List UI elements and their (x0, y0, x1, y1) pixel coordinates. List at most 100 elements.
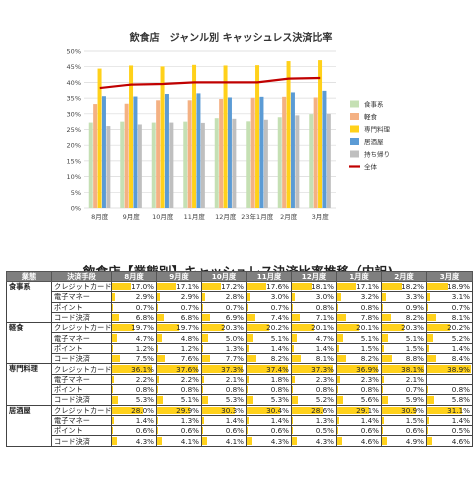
value-cell: 1.4% (426, 342, 473, 355)
value-cell: 0.5% (426, 425, 473, 437)
value-text: 37.3% (311, 364, 334, 374)
data-bar (112, 344, 114, 353)
value-text: 5.3% (270, 395, 289, 405)
bar-食事系 (214, 118, 219, 208)
data-bar (157, 334, 163, 342)
bar-軽食 (313, 97, 318, 208)
data-bar (157, 406, 190, 414)
bar-居酒屋 (164, 94, 169, 208)
value-text: 28.6% (311, 405, 334, 415)
value-cell: 5.1% (336, 332, 382, 344)
value-cell: 2.9% (111, 291, 157, 303)
table-row: 専門料理 クレジットカード 36.1% 37.6% 37.3% 37.4% 37.3% 36.… (6, 363, 473, 406)
value-cell: 19.7% (111, 322, 157, 334)
data-bar (382, 344, 384, 353)
bar-専門料理 (286, 61, 291, 208)
value-text: 17.1% (356, 282, 379, 292)
value-text: 31.1% (447, 405, 470, 415)
column-header: 12月度 (291, 271, 337, 282)
value-text: 8.4% (451, 354, 470, 364)
data-bar (382, 313, 392, 322)
value-cell: 8.2% (336, 353, 382, 365)
value-cell: 6.9% (201, 311, 247, 324)
data-bar (292, 427, 293, 435)
data-bar (157, 355, 166, 363)
table-row: ポイント 0.8% 0.8% 0.8% 0.8% 0.8% 0.8% 0.7% 0.8% (7, 383, 473, 396)
method-label: 電子マネー (51, 291, 112, 303)
value-text: 38.1% (401, 364, 424, 374)
line-全体 (99, 76, 321, 90)
value-cell: 1.4% (336, 414, 382, 427)
value-text: 0.5% (315, 426, 334, 436)
data-bar (427, 355, 437, 363)
value-cell: 17.1% (156, 280, 202, 293)
data-bar (292, 406, 324, 414)
data-bar (382, 406, 416, 414)
value-cell: 20.1% (336, 322, 382, 334)
data-bar (337, 396, 344, 404)
value-text: 5.6% (360, 395, 379, 405)
x-axis-ticks: 8月度 9月度 10月度 11月度 12月度 23年1月度 2月度 3月度 (91, 212, 329, 221)
value-cell: 4.7% (291, 332, 337, 344)
value-text: 3.2% (360, 292, 379, 302)
data-bar (112, 375, 115, 383)
data-bar (247, 344, 249, 353)
value-text: 37.4% (266, 364, 289, 374)
data-bar (202, 385, 203, 394)
value-cell: 20.1% (291, 322, 337, 334)
value-cell: 17.1% (336, 280, 382, 293)
value-text: 0.6% (405, 426, 424, 436)
value-text: 20.1% (311, 323, 334, 333)
value-text: 7.1% (315, 313, 334, 323)
data-bar (112, 416, 114, 425)
bar-軽食 (156, 100, 161, 208)
value-cell: 3.0% (291, 291, 337, 303)
value-text: 5.2% (315, 395, 334, 405)
value-cell: 1.5% (336, 342, 382, 355)
value-text: 2.8% (225, 292, 244, 302)
value-text: 1.3% (225, 343, 244, 353)
value-text: 0.8% (180, 385, 199, 395)
data-bar (112, 365, 152, 373)
value-cell: 18.1% (291, 280, 337, 293)
data-bar (247, 375, 249, 383)
value-cell: 7.7% (201, 353, 247, 365)
bar-専門料理 (160, 66, 165, 208)
bar-軽食 (93, 104, 98, 208)
value-cell: 2.3% (291, 373, 337, 385)
table-row: 電子マネー 1.4% 1.3% 1.4% 1.4% 1.3% 1.4% 1.5% 1.4% (7, 414, 473, 427)
value-text: 20.1% (356, 323, 379, 333)
value-text: 1.5% (405, 416, 424, 425)
value-text: 7.8% (360, 313, 379, 323)
bar-専門料理 (129, 65, 134, 208)
value-text: 2.9% (180, 292, 199, 302)
bar-持ち帰り (295, 115, 300, 208)
bar-持ち帰り (326, 113, 331, 208)
value-text: 8.2% (405, 313, 424, 323)
value-text: 0.7% (270, 302, 289, 312)
method-label: ポイント (51, 342, 112, 355)
data-bar (292, 324, 315, 332)
method-label: 電子マネー (51, 414, 112, 427)
legend-label: 専門料理 (364, 125, 391, 134)
value-text: 20.3% (221, 323, 244, 333)
value-text: 1.4% (270, 416, 289, 425)
group-label: 食事系 (6, 280, 52, 324)
value-text: 17.2% (221, 282, 244, 292)
value-cell: 1.4% (111, 414, 157, 427)
value-cell: 0.9% (381, 301, 427, 313)
value-cell: 8.2% (381, 311, 427, 324)
column-header: 11月度 (246, 271, 292, 282)
value-text: 29.9% (176, 405, 199, 415)
value-cell: 1.3% (201, 342, 247, 355)
value-cell: 5.9% (381, 394, 427, 406)
column-header: 業態 (6, 271, 52, 282)
value-cell: 0.8% (426, 383, 473, 396)
data-bar (112, 427, 113, 435)
legend-label: 軽食 (364, 112, 378, 121)
data-bar (202, 396, 208, 404)
value-cell: 17.2% (201, 280, 247, 293)
data-bar (427, 437, 433, 445)
legend-swatch (350, 100, 359, 108)
group-label: 軽食 (6, 322, 52, 365)
